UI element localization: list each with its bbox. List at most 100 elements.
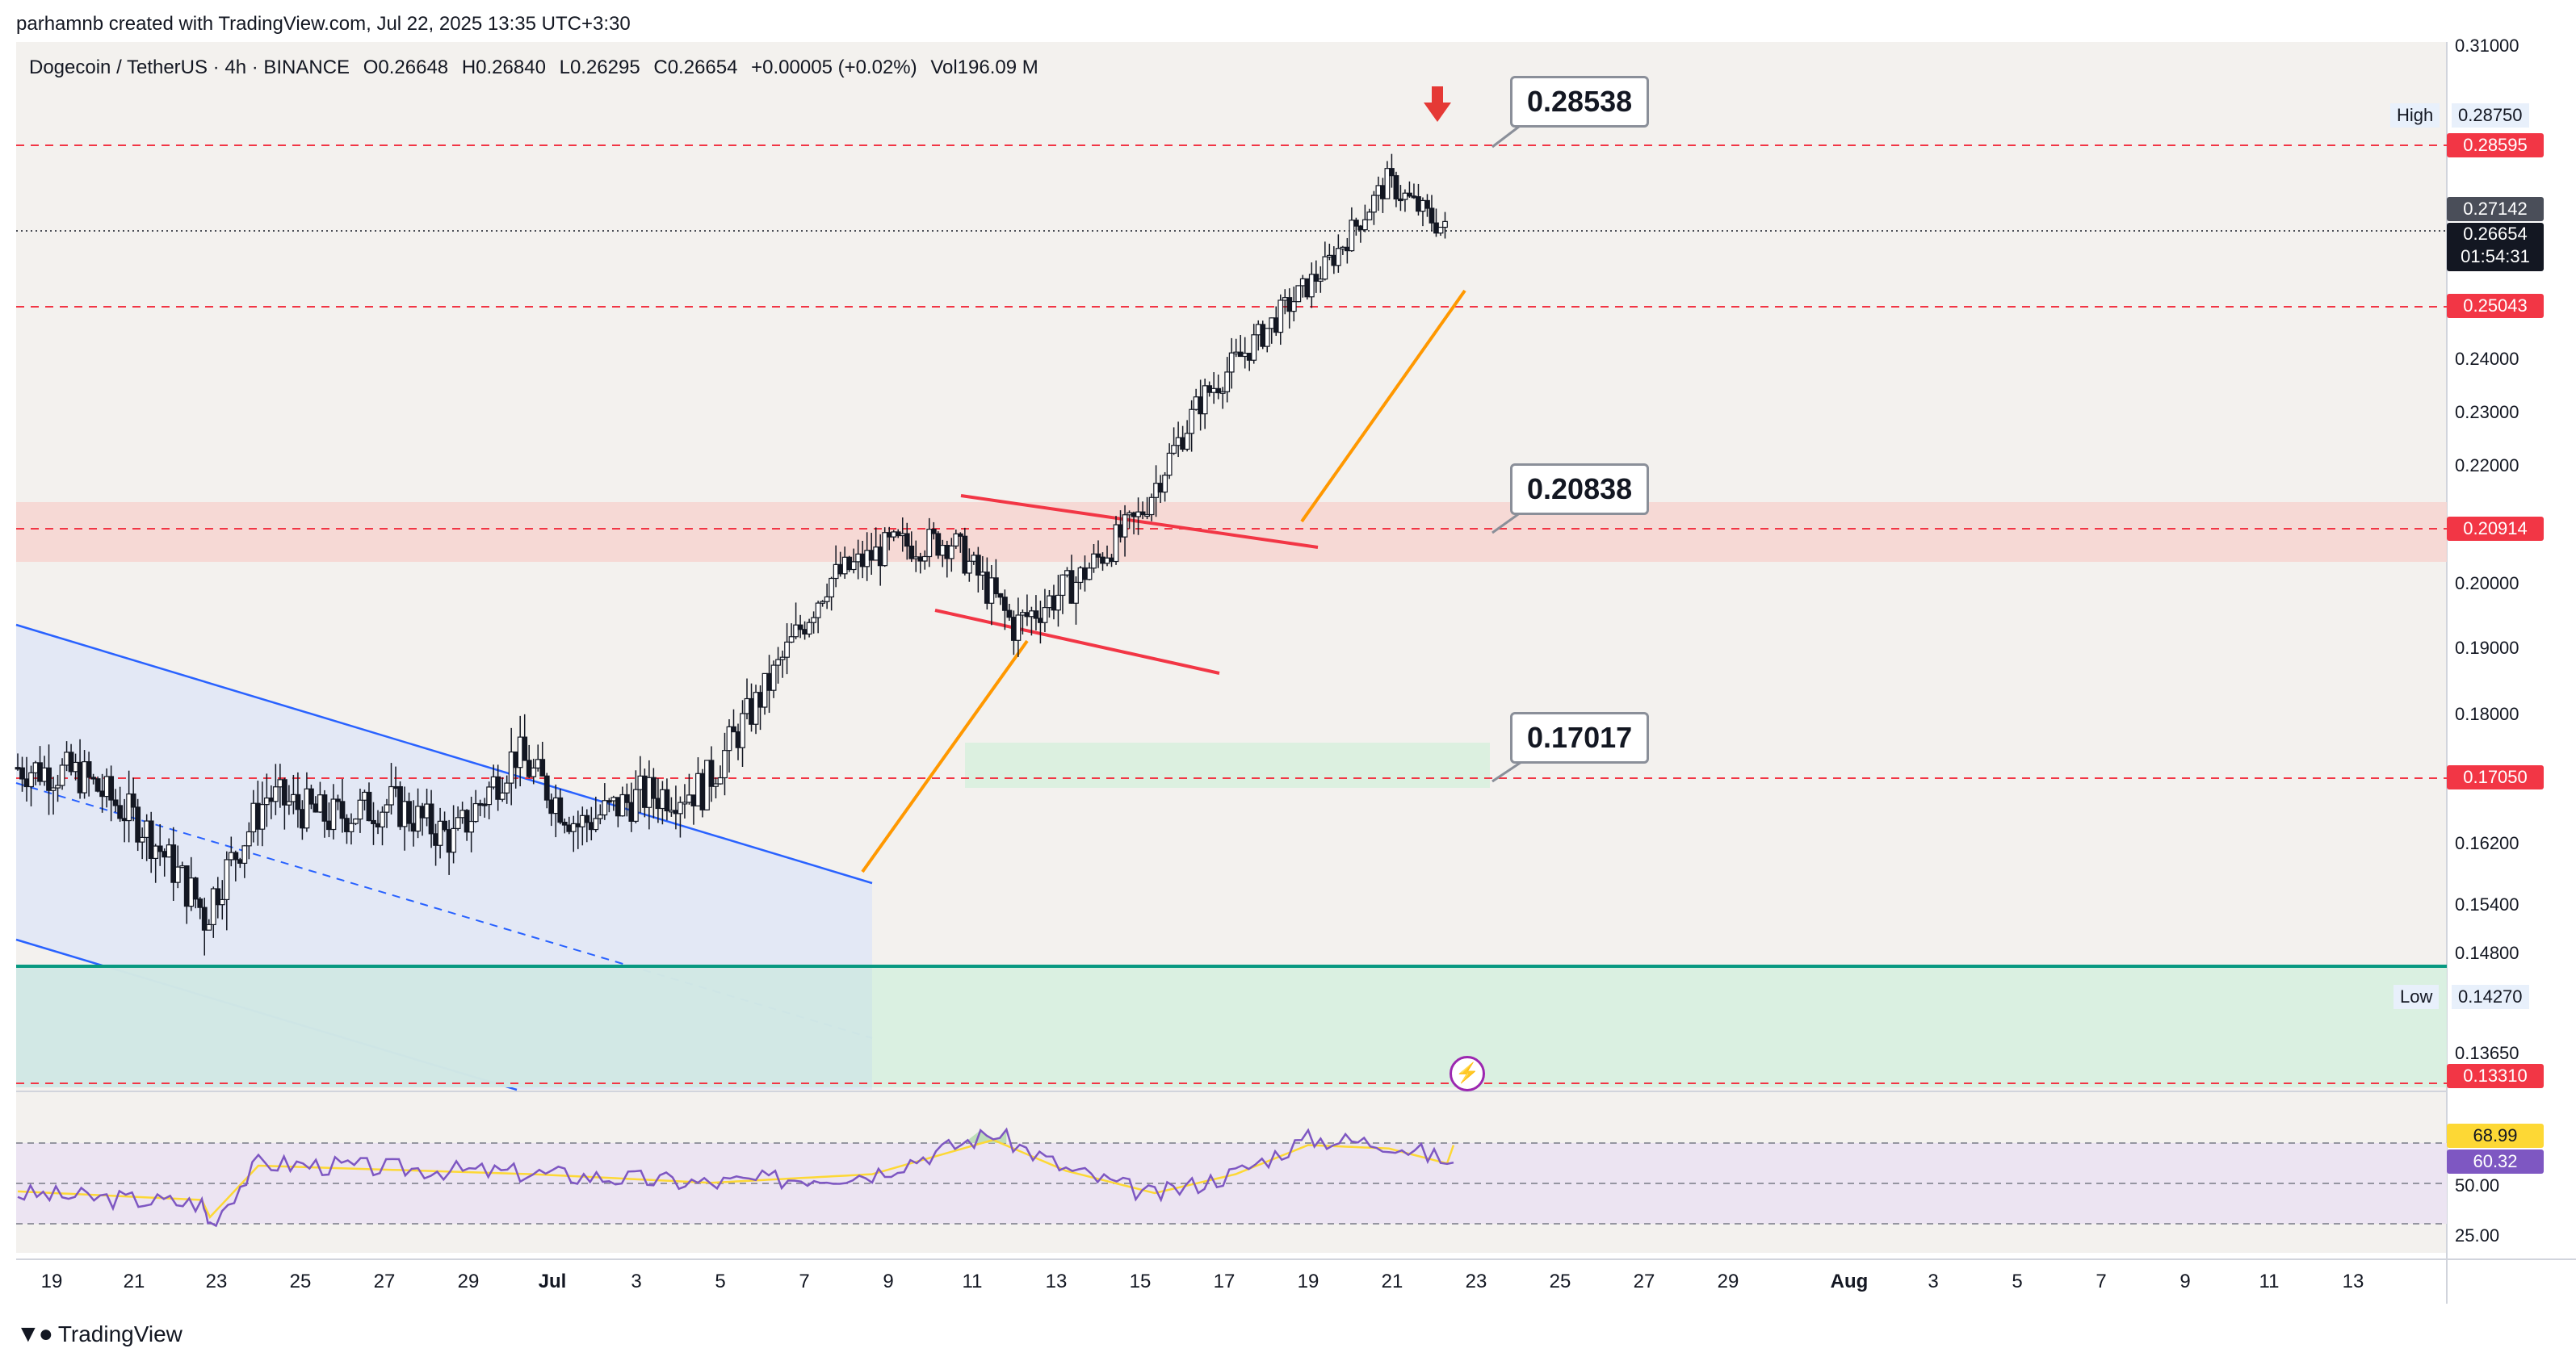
candle-body (1029, 610, 1034, 618)
candle-body (446, 829, 452, 853)
price-tag-028595: 0.28595 (2447, 133, 2544, 157)
lightning-icon[interactable]: ⚡ (1450, 1056, 1485, 1091)
time-tick: 27 (373, 1271, 396, 1292)
resistance-zone (16, 502, 2447, 562)
candle-body (926, 529, 933, 558)
callout-017017[interactable]: 0.17017 (1510, 712, 1650, 764)
candle-body (388, 785, 394, 806)
candle-body (103, 776, 110, 798)
candle-body (882, 532, 888, 567)
candle-body (962, 535, 968, 574)
time-tick: 7 (799, 1271, 810, 1292)
callout-028538[interactable]: 0.28538 (1510, 76, 1650, 128)
candle-body (579, 815, 585, 827)
candle-body (641, 775, 648, 808)
candle-body (335, 798, 341, 802)
candle-body (850, 561, 857, 571)
candle-body (1295, 285, 1302, 303)
time-tick: 3 (1928, 1271, 1939, 1292)
candle-body (250, 802, 257, 833)
candle-body (112, 799, 119, 806)
candle-body (784, 641, 790, 658)
candle-body (410, 823, 417, 832)
time-tick: 15 (1129, 1271, 1152, 1292)
callout-020838[interactable]: 0.20838 (1510, 463, 1650, 515)
candle-body (1210, 387, 1217, 393)
candle-body (669, 810, 674, 813)
candle-body (820, 601, 826, 604)
high-value: 0.28750 (2452, 103, 2529, 128)
candle-body (1246, 352, 1252, 361)
candle-body (201, 907, 208, 931)
candle-body (513, 751, 519, 768)
candle-body (313, 803, 319, 813)
candle-body (126, 793, 132, 822)
candle-body (708, 760, 715, 787)
candle-body (224, 859, 230, 901)
candle-body (930, 529, 937, 534)
candle-body (678, 802, 683, 815)
target-zone-017 (965, 743, 1490, 788)
candle-body (735, 731, 741, 748)
time-tick: 25 (289, 1271, 312, 1292)
candle-body (1398, 198, 1403, 202)
candle-body (459, 810, 466, 819)
rsi-line (17, 1127, 1454, 1228)
candle-body (1331, 254, 1337, 266)
candle-body (744, 697, 750, 714)
candle-body (1157, 483, 1164, 493)
candle-body (953, 533, 959, 546)
candle-body (1389, 168, 1395, 177)
candle-body (713, 783, 719, 787)
candle-body (46, 767, 52, 791)
candle-body (1299, 278, 1306, 287)
candle-body (1437, 226, 1444, 234)
symbol-name[interactable]: Dogecoin / TetherUS · 4h · BINANCE (29, 57, 350, 78)
candle-body (761, 672, 768, 708)
candle-body (94, 778, 101, 792)
candle-body (1042, 607, 1048, 623)
candle-body (806, 622, 812, 635)
candle-body (1051, 595, 1057, 611)
candle-body (326, 820, 332, 831)
candle-body (957, 533, 963, 537)
candle-body (695, 773, 701, 806)
candle-body (1073, 581, 1079, 604)
candle-body (632, 789, 639, 822)
candle-body (908, 545, 915, 559)
candle-body (1020, 612, 1026, 616)
candle-body (797, 624, 803, 630)
rsi-tick-50: 50.00 (2455, 1175, 2500, 1196)
candle-body (984, 572, 990, 604)
candle-body (1255, 324, 1261, 336)
candle-body (1215, 387, 1222, 394)
candle-body (1135, 511, 1141, 517)
candle-body (855, 553, 862, 563)
candle-body (281, 779, 287, 806)
candle-body (1273, 317, 1279, 333)
candle-body (1251, 334, 1257, 361)
candle-body (833, 563, 839, 580)
candle-body (437, 820, 443, 846)
candle-body (397, 785, 403, 827)
candle-body (841, 556, 848, 575)
candle-body (1290, 301, 1297, 312)
candle-body (233, 852, 239, 861)
candle-body (731, 726, 736, 733)
candle-body (900, 533, 906, 537)
candle-body (219, 898, 225, 906)
candle-body (1308, 274, 1315, 298)
candle-body (1086, 567, 1093, 580)
candle-body (846, 556, 853, 571)
candle-body (726, 726, 732, 752)
candle-body (144, 820, 150, 838)
candle-body (162, 851, 168, 858)
candle-body (245, 831, 252, 847)
rsi-ma-line (17, 1138, 1455, 1219)
candle-body (650, 777, 657, 799)
last-price-tag: 0.26654 01:54:31 (2447, 223, 2544, 271)
candle-body (339, 801, 346, 819)
candle-body (610, 797, 617, 802)
candle-body (392, 785, 399, 789)
